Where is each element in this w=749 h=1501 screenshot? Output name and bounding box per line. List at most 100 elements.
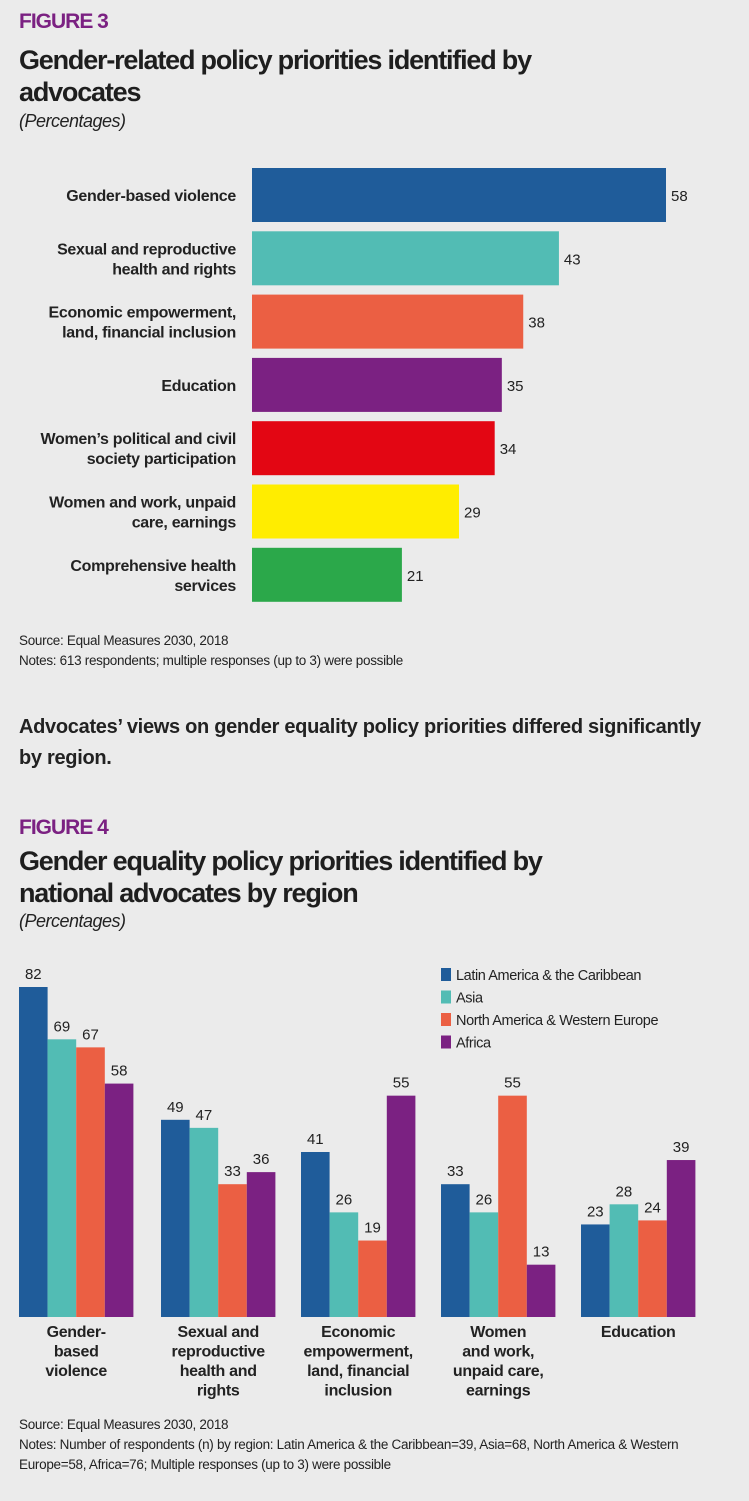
legend-label: Africa	[456, 1036, 492, 1052]
category-label: Sexual and reproductive	[57, 241, 236, 258]
figure4-source: Source: Equal Measures 2030, 2018	[19, 1417, 229, 1432]
figure3-subtitle: (Percentages)	[19, 111, 126, 131]
category-label: Education	[161, 378, 236, 395]
legend-swatch	[441, 1013, 451, 1026]
bar	[218, 1184, 247, 1317]
bar	[19, 987, 48, 1317]
data-label: 21	[407, 568, 424, 585]
bar	[47, 1039, 77, 1317]
category-label: Education	[601, 1324, 676, 1341]
bar	[104, 1083, 134, 1317]
bar	[252, 357, 502, 412]
data-label: 58	[671, 188, 688, 205]
data-label: 43	[564, 251, 581, 268]
category-label: reproductive	[172, 1344, 266, 1361]
category-label: empowerment,	[304, 1344, 413, 1361]
bar	[252, 231, 559, 286]
lead-text: Advocates’ views on gender equality poli…	[19, 716, 701, 769]
bar	[252, 294, 524, 349]
data-label: 55	[393, 1075, 410, 1092]
figure3-title: Gender-related policy priorities identif…	[19, 45, 532, 107]
data-label: 33	[447, 1163, 464, 1180]
category-label: rights	[197, 1383, 240, 1400]
category-label: services	[174, 578, 236, 595]
category-label: inclusion	[324, 1383, 392, 1400]
data-label: 58	[111, 1063, 128, 1080]
figure4-subtitle: (Percentages)	[19, 911, 126, 931]
figure3-chart: 58 Gender-based violence 43 Sexual and repr…	[40, 168, 688, 602]
bar	[609, 1204, 639, 1317]
bar	[301, 1152, 330, 1317]
bar	[76, 1047, 105, 1317]
category-label: and work,	[462, 1344, 534, 1361]
category-label: unpaid care,	[453, 1363, 544, 1380]
category-label: society participation	[87, 451, 236, 468]
data-label: 26	[336, 1191, 353, 1208]
data-label: 13	[533, 1244, 550, 1261]
data-label: 67	[82, 1026, 99, 1043]
bar	[666, 1160, 696, 1317]
category-label: Women’s political and civil	[40, 431, 236, 448]
data-label: 38	[528, 315, 545, 332]
category-label: Economic	[321, 1324, 395, 1341]
figure4-label: FIGURE 4	[19, 816, 109, 839]
data-label: 41	[307, 1131, 324, 1148]
category-label: health and	[180, 1363, 257, 1380]
data-label: 29	[464, 505, 481, 522]
bar	[638, 1220, 667, 1317]
bar	[252, 168, 666, 222]
data-label: 26	[476, 1191, 493, 1208]
figure3-label: FIGURE 3	[19, 10, 109, 33]
figure4-notes: Notes: Number of respondents (n) by regi…	[19, 1437, 679, 1472]
data-label: 82	[25, 966, 42, 983]
data-label: 34	[500, 441, 517, 458]
bar	[189, 1127, 219, 1317]
legend-swatch	[441, 968, 451, 981]
bar	[498, 1095, 527, 1317]
data-label: 33	[224, 1163, 241, 1180]
bar	[252, 484, 459, 539]
category-label: violence	[45, 1363, 107, 1380]
bar	[252, 421, 495, 476]
data-label: 28	[616, 1183, 633, 1200]
category-label: land, financial	[307, 1363, 409, 1380]
data-label: 39	[673, 1139, 690, 1156]
bar	[329, 1212, 359, 1317]
category-label: Comprehensive health	[70, 558, 236, 575]
category-label: care, earnings	[132, 515, 237, 532]
legend-swatch	[441, 1035, 451, 1049]
figure4-chart: 82 69 67 58 Gender-based violence 49 47 33 36 Sexu…	[19, 966, 696, 1400]
data-label: 23	[587, 1203, 604, 1220]
legend-label: North America & Western Europe	[456, 1013, 658, 1029]
data-label: 19	[364, 1220, 381, 1237]
data-label: 36	[253, 1151, 270, 1168]
bar	[252, 547, 402, 602]
bar	[469, 1212, 499, 1317]
bar	[386, 1095, 416, 1317]
data-label: 69	[54, 1018, 71, 1035]
bar	[246, 1172, 276, 1317]
category-label: Gender-based violence	[66, 188, 236, 205]
bar	[358, 1240, 387, 1317]
bar	[526, 1264, 556, 1317]
bar	[581, 1224, 610, 1317]
category-label: earnings	[466, 1383, 531, 1400]
figure3-notes: Notes: 613 respondents; multiple respons…	[19, 653, 403, 668]
category-label: Women and work, unpaid	[49, 495, 236, 512]
category-label: health and rights	[112, 261, 236, 278]
legend-swatch	[441, 990, 451, 1004]
data-label: 35	[507, 378, 524, 395]
figure3-source: Source: Equal Measures 2030, 2018	[19, 633, 229, 648]
bar	[161, 1119, 190, 1317]
data-label: 49	[167, 1099, 184, 1116]
figure4-title: Gender equality policy priorities identi…	[19, 846, 543, 908]
category-label: land, financial inclusion	[62, 325, 236, 342]
category-label: Sexual and	[177, 1324, 258, 1341]
data-label: 55	[504, 1075, 521, 1092]
category-label: Gender-	[47, 1324, 106, 1341]
legend-label: Latin America & the Caribbean	[456, 968, 641, 984]
bar	[441, 1184, 470, 1317]
category-label: Economic empowerment,	[48, 305, 236, 322]
data-label: 47	[196, 1107, 213, 1124]
